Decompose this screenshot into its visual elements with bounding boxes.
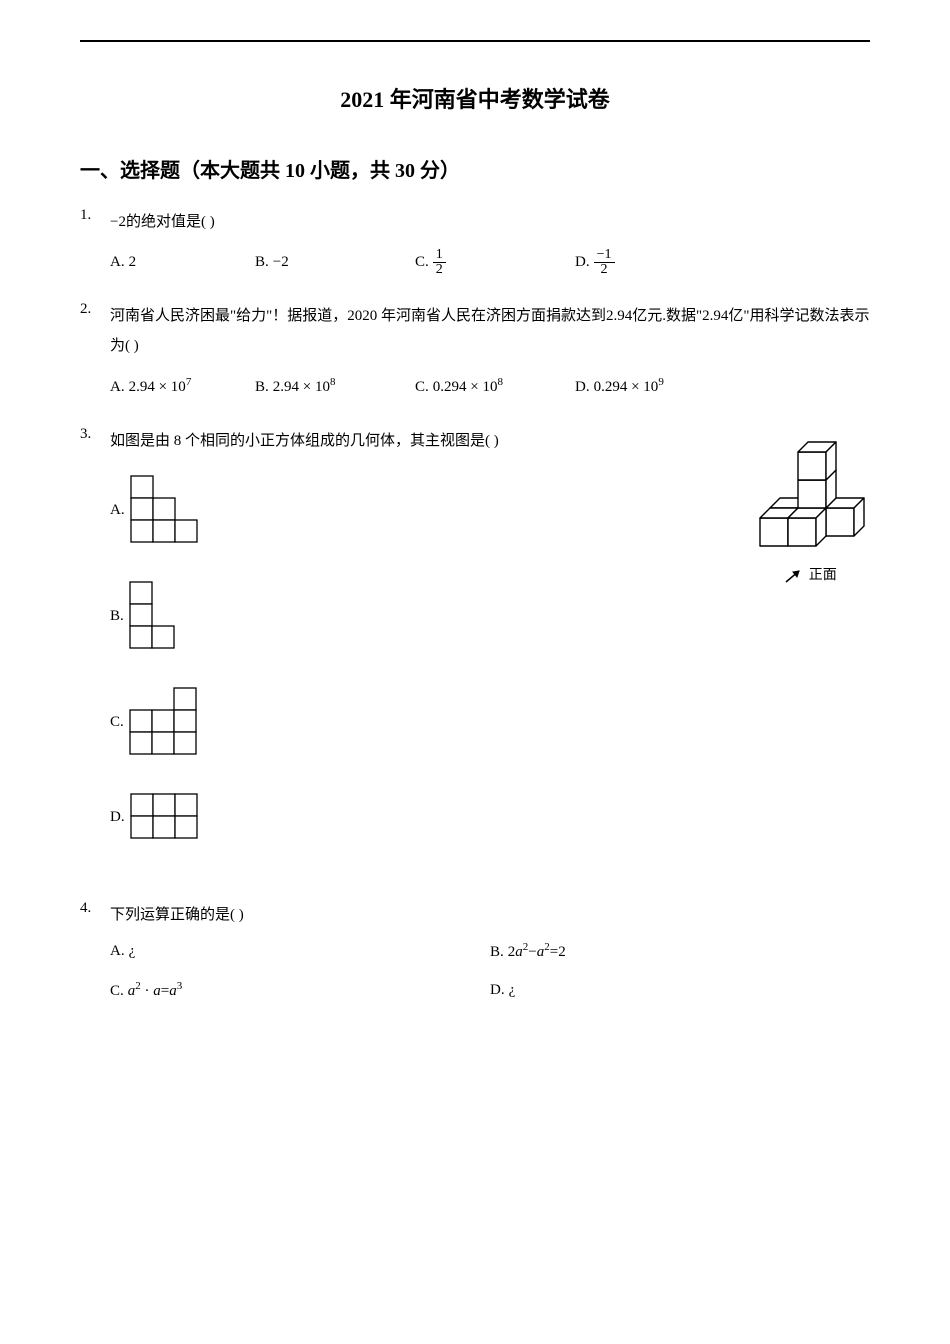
front-label-text: 正面 [809,568,837,583]
question-body: 下列运算正确的是( ) A.¿ B.2a2−a2=2 C.a2 · a=a3 D… [110,900,870,1006]
q4-option-B: B.2a2−a2=2 [490,936,870,967]
question-3: 3. 如图是由 8 个相同的小正方体组成的几何体，其主视图是( ) A. [80,426,870,876]
front-view-A-icon [129,474,201,546]
front-direction-label: 正面 [750,562,870,590]
frac-den: 2 [594,263,615,277]
b-var1: a [515,944,523,960]
fraction: 12 [433,248,446,277]
option-base: 0.294 × 10 [594,379,659,395]
question-number: 2. [80,301,110,402]
q4-option-D: D.¿ [490,975,870,1006]
q3-stem: 如图是由 8 个相同的小正方体组成的几何体，其主视图是 [110,433,485,449]
frac-num: −1 [594,248,615,263]
frac-num: 1 [433,248,446,263]
q4-options: A.¿ B.2a2−a2=2 C.a2 · a=a3 D.¿ [110,936,870,1006]
q2-option-C: C.0.294 × 108 [415,371,575,402]
question-body: −2的绝对值是( ) A.2 B.−2 C.12 D.−12 [110,207,870,277]
option-label: C. [110,707,124,737]
page-top-rule [80,40,870,42]
q3-main-figure: 正面 [750,426,870,590]
option-label: C. [415,379,429,395]
option-value: ¿ [509,982,516,998]
fraction: −12 [594,248,615,277]
question-number: 3. [80,426,110,876]
option-label: C. [110,983,124,999]
question-4: 4. 下列运算正确的是( ) A.¿ B.2a2−a2=2 C.a2 · a=a… [80,900,870,1006]
option-value: 2 [129,254,137,270]
option-exp: 7 [186,376,192,388]
option-label: B. [255,254,269,270]
option-label: A. [110,254,125,270]
option-base: 0.294 × 10 [433,379,498,395]
option-label: B. [490,944,504,960]
answer-paren: ( ) [125,338,139,354]
option-exp: 8 [497,376,503,388]
answer-paren: ( ) [230,907,244,923]
q2-option-A: A.2.94 × 107 [110,371,255,402]
option-value: ¿ [129,943,136,959]
question-body: 河南省人民济困最"给力"！据报道，2020 年河南省人民在济困方面捐款达到2.9… [110,301,870,402]
q4-stem: 下列运算正确的是 [110,907,230,923]
q1-option-A: A.2 [110,247,255,277]
option-label: D. [490,982,505,998]
option-label: A. [110,495,125,525]
c-var3: a [169,983,177,999]
option-base: 2.94 × 10 [129,379,186,395]
option-label: D. [575,254,590,270]
q1-stem-post: 的绝对值是 [126,214,201,230]
front-view-D-icon [129,792,201,842]
option-exp: 9 [658,376,664,388]
q3-option-A: A. [110,474,730,546]
q2-options: A.2.94 × 107 B.2.94 × 108 C.0.294 × 108 … [110,371,870,402]
question-body: 如图是由 8 个相同的小正方体组成的几何体，其主视图是( ) A. [110,426,870,876]
q1-option-C: C.12 [415,247,575,277]
q4-option-C: C.a2 · a=a3 [110,975,490,1006]
q2-stem: 河南省人民济困最"给力"！据报道，2020 年河南省人民在济困方面捐款达到2.9… [110,308,870,354]
q4-option-A: A.¿ [110,936,490,967]
b-mid: − [528,944,536,960]
section-1-heading: 一、选择题（本大题共 10 小题，共 30 分） [80,154,870,183]
q2-option-B: B.2.94 × 108 [255,371,415,402]
q3-option-D: D. [110,792,730,842]
c-post1: = [161,983,169,999]
c-exp3: 3 [177,980,183,992]
arrow-icon [783,567,805,585]
q3-option-B: B. [110,580,730,652]
q1-options: A.2 B.−2 C.12 D.−12 [110,247,870,277]
front-view-B-icon [128,580,178,652]
question-2: 2. 河南省人民济困最"给力"！据报道，2020 年河南省人民在济困方面捐款达到… [80,301,870,402]
answer-paren: ( ) [201,214,215,230]
q1-option-B: B.−2 [255,247,415,277]
option-base: 2.94 × 10 [273,379,330,395]
option-label: C. [415,254,429,270]
option-label: A. [110,943,125,959]
q3-option-C: C. [110,686,730,758]
q1-stem-pre: −2 [110,214,126,230]
front-view-C-icon [128,686,200,758]
option-exp: 8 [330,376,336,388]
q1-option-D: D.−12 [575,247,675,277]
question-number: 4. [80,900,110,1006]
option-label: A. [110,379,125,395]
answer-paren: ( ) [485,433,499,449]
option-value: −2 [273,254,289,270]
c-mid: · [141,983,154,999]
frac-den: 2 [433,263,446,277]
question-number: 1. [80,207,110,277]
isometric-cubes-icon [750,426,870,556]
option-label: B. [110,601,124,631]
question-1: 1. −2的绝对值是( ) A.2 B.−2 C.12 D.−12 [80,207,870,277]
b-post: =2 [550,944,566,960]
c-var2: a [153,983,161,999]
exam-title: 2021 年河南省中考数学试卷 [80,82,870,114]
option-label: B. [255,379,269,395]
q2-option-D: D.0.294 × 109 [575,371,715,402]
option-label: D. [575,379,590,395]
option-label: D. [110,802,125,832]
